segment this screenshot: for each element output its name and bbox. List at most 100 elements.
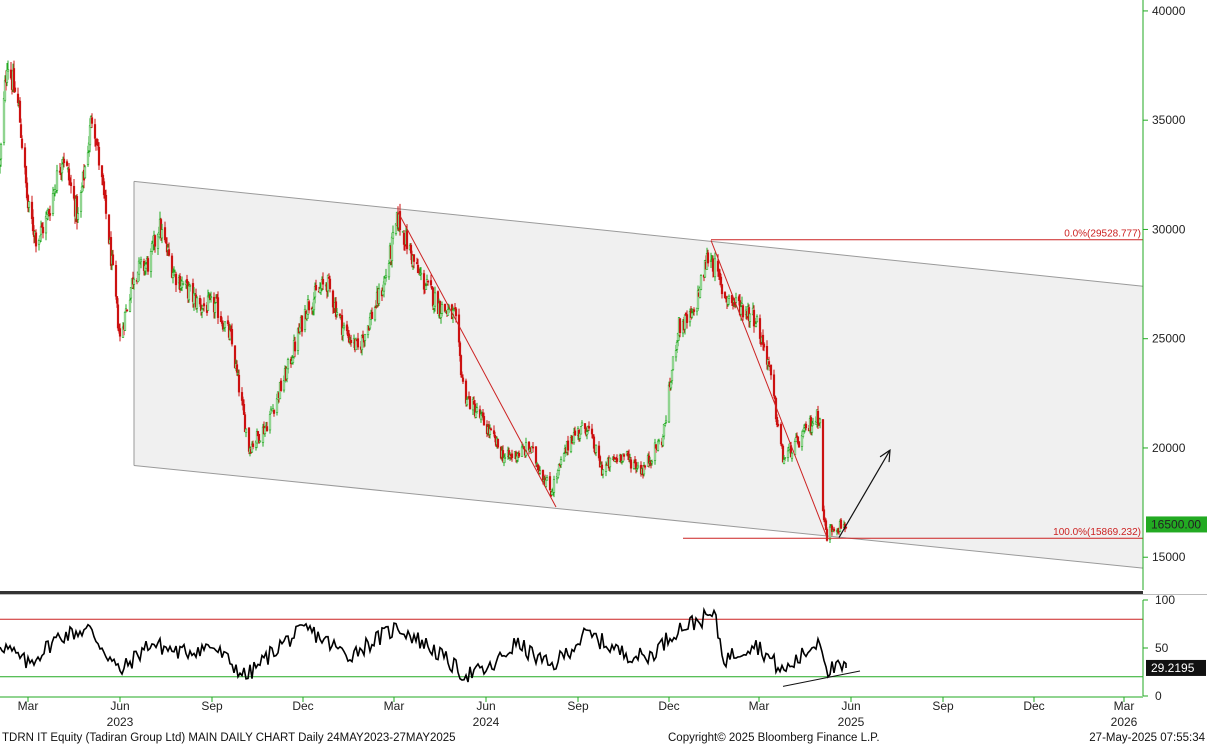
- candle-down-body: [69, 182, 73, 187]
- candle-down-body: [839, 519, 843, 529]
- candle-up-body: [160, 229, 164, 239]
- candle-up-body: [661, 436, 665, 446]
- candle-down-body: [356, 338, 360, 348]
- candle-up-body: [818, 418, 822, 424]
- candle-down-body: [202, 303, 206, 307]
- candle-down-body: [832, 528, 836, 531]
- candle-up-body: [562, 453, 566, 462]
- price-panel: 0.0%(29528.777) 100.0%(15869.232) 15000 200…: [0, 0, 1207, 595]
- x-axis-label: Jun: [110, 699, 129, 713]
- candle-down-body: [235, 364, 239, 373]
- candle-up-body: [635, 468, 639, 471]
- candle-up-body: [132, 278, 136, 285]
- candle-up-body: [683, 314, 687, 330]
- candle-down-body: [706, 252, 710, 264]
- candle-down-body: [72, 185, 76, 199]
- candle-down-body: [573, 430, 577, 436]
- candle-down-body: [116, 304, 120, 329]
- candle-down-body: [272, 409, 276, 414]
- x-axis-year-label: 2024: [473, 715, 500, 729]
- price-axis-label: 40000: [1152, 4, 1186, 18]
- candle-down-body: [643, 465, 647, 468]
- candle-down-body: [443, 303, 447, 312]
- candle-up-body: [810, 425, 814, 433]
- candle-up-body: [452, 309, 456, 311]
- candle-down-body: [496, 438, 500, 448]
- candle-up-body: [188, 284, 192, 287]
- candle-down-body: [370, 311, 374, 319]
- candle-up-body: [79, 192, 83, 212]
- candle-down-body: [629, 459, 633, 469]
- candle-down-body: [34, 232, 38, 247]
- candle-down-body: [685, 314, 689, 323]
- candle-down-body: [590, 428, 594, 435]
- rsi-line: [0, 606, 847, 683]
- price-axis-label: 25000: [1152, 332, 1186, 346]
- candle-down-body: [9, 69, 13, 79]
- candle-up-body: [55, 170, 59, 191]
- candle-down-body: [454, 308, 458, 317]
- candle-down-body: [468, 396, 472, 409]
- candle-up-body: [195, 297, 199, 309]
- x-axis-label: Sep: [567, 699, 589, 713]
- candle-down-body: [531, 446, 535, 449]
- candle-up-body: [594, 444, 598, 453]
- candle-down-body: [431, 287, 435, 307]
- candle-down-body: [62, 158, 66, 164]
- candle-down-body: [19, 124, 23, 138]
- candle-down-body: [265, 426, 269, 432]
- x-axis-label: Dec: [1023, 699, 1044, 713]
- candle-down-body: [458, 342, 462, 356]
- x-axis-year-label: 2026: [1111, 715, 1138, 729]
- candle-down-body: [93, 124, 97, 139]
- candle-up-body: [440, 304, 444, 314]
- x-axis-label: Mar: [1114, 699, 1135, 713]
- candle-down-body: [678, 318, 682, 334]
- candle-up-body: [286, 359, 290, 370]
- channel-upper-line: [133, 180, 1144, 287]
- rsi-divergence-line: [782, 670, 861, 687]
- candle-down-body: [741, 305, 745, 318]
- candle-down-body: [619, 454, 623, 462]
- rsi-last-box: [1146, 659, 1206, 676]
- candle-down-body: [174, 273, 178, 286]
- candle-up-body: [387, 263, 391, 278]
- candle-down-body: [361, 334, 365, 339]
- x-axis-label: Mar: [18, 699, 39, 713]
- candle-down-body: [720, 284, 724, 295]
- candle-up-body: [811, 422, 815, 426]
- rsi-axis-label: 0: [1155, 689, 1162, 703]
- candle-up-body: [699, 275, 703, 290]
- fib-level-label: 0.0%(29528.777): [1064, 229, 1141, 240]
- candle-up-body: [663, 423, 667, 426]
- x-axis: Mar Jun Sep Dec Mar Jun Sep Dec Mar Jun Sep Dec Mar 2…: [0, 696, 1143, 729]
- candle-up-body: [801, 431, 805, 437]
- x-axis-year-label: 2023: [107, 715, 134, 729]
- candle-down-body: [13, 87, 17, 92]
- candle-down-body: [328, 278, 332, 290]
- candle-down-body: [615, 458, 619, 462]
- candle-up-body: [213, 303, 217, 313]
- candle-up-body: [39, 226, 43, 235]
- candle-down-body: [398, 211, 402, 230]
- candle-up-body: [342, 325, 346, 329]
- candle-up-body: [538, 470, 542, 474]
- candle-up-body: [263, 427, 267, 434]
- candles: [0, 60, 848, 544]
- candle-down-body: [314, 284, 318, 291]
- candle-up-body: [86, 152, 90, 165]
- candle-down-body: [804, 423, 808, 429]
- candle-down-body: [692, 309, 696, 312]
- x-axis-label: Jun: [841, 699, 860, 713]
- trendline: [710, 240, 828, 538]
- rsi-panel: 0 50 100 29.2195: [0, 593, 1206, 703]
- candle-up-body: [790, 452, 794, 459]
- candle-down-body: [821, 419, 825, 512]
- candle-up-body: [291, 357, 295, 364]
- candle-down-body: [459, 355, 463, 376]
- candle-up-body: [373, 306, 377, 321]
- candle-down-body: [118, 328, 122, 337]
- footer-timestamp: 27-May-2025 07:55:34: [1089, 732, 1205, 744]
- candle-down-body: [349, 339, 353, 344]
